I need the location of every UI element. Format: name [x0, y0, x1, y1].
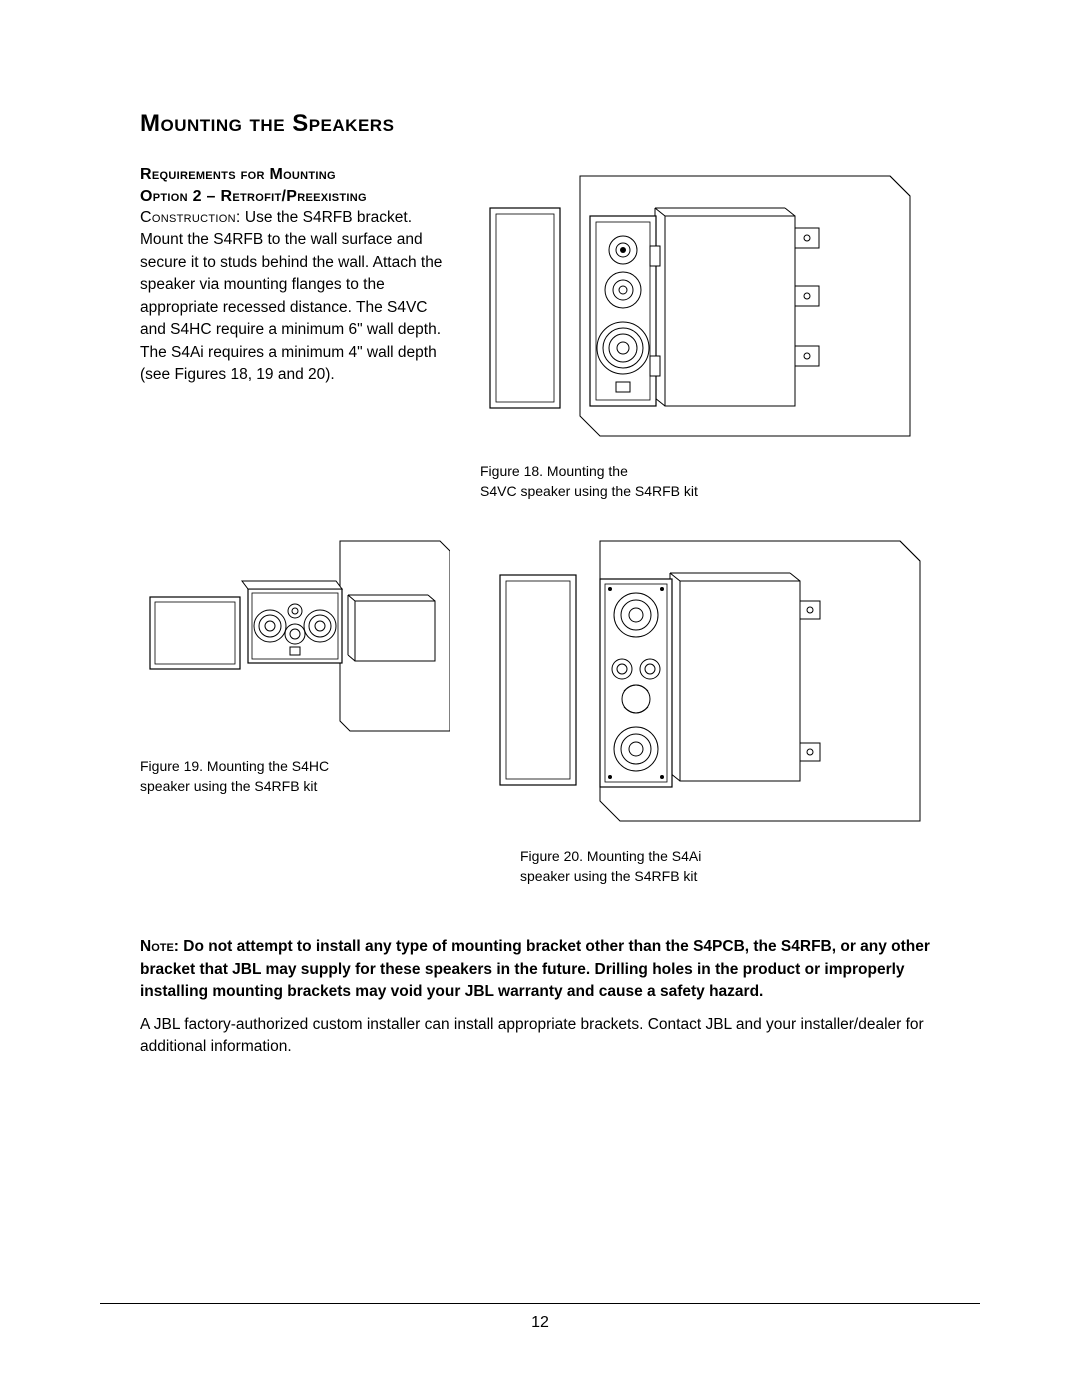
figure-20-svg: [490, 531, 930, 841]
construction-body: Use the S4RFB bracket. Mount the S4RFB t…: [140, 209, 442, 383]
tail-paragraph: A JBL factory-authorized custom installe…: [140, 1014, 940, 1059]
figure-19-caption: Figure 19. Mounting the S4HC speaker usi…: [140, 757, 450, 796]
subheading-requirements: Requirements for Mounting: [140, 166, 450, 184]
footer-rule: [100, 1303, 980, 1304]
section-title: Mounting the Speakers: [140, 110, 940, 138]
figure-19: Figure 19. Mounting the S4HC speaker usi…: [140, 531, 450, 886]
fig20-cap-l2: speaker using the S4RFB kit: [520, 868, 697, 884]
fig19-cap-l1: Figure 19. Mounting the S4HC: [140, 758, 329, 774]
page-number: 12: [0, 1314, 1080, 1332]
figure-20: Figure 20. Mounting the S4Ai speaker usi…: [490, 531, 940, 886]
construction-label: Construction:: [140, 209, 241, 226]
mid-row: Figure 19. Mounting the S4HC speaker usi…: [140, 531, 940, 886]
note-text: Do not attempt to install any type of mo…: [140, 938, 930, 1000]
fig18-cap-l2: S4VC speaker using the S4RFB kit: [480, 483, 698, 499]
subheading-option2: Option 2 – Retrofit/Preexisting: [140, 188, 450, 206]
figure-20-caption: Figure 20. Mounting the S4Ai speaker usi…: [520, 847, 940, 886]
construction-paragraph: Construction: Use the S4RFB bracket. Mou…: [140, 206, 450, 387]
top-row: Requirements for Mounting Option 2 – Ret…: [140, 166, 940, 501]
figure-18-caption: Figure 18. Mounting the S4VC speaker usi…: [480, 462, 940, 501]
note-block: Note: Do not attempt to install any type…: [140, 936, 940, 1003]
fig18-cap-l1: Figure 18. Mounting the: [480, 463, 628, 479]
figure-18-svg: [480, 166, 920, 456]
fig20-cap-l1: Figure 20. Mounting the S4Ai: [520, 848, 701, 864]
note-label: Note:: [140, 938, 179, 955]
requirements-text: Requirements for Mounting Option 2 – Ret…: [140, 166, 450, 501]
figure-19-svg: [140, 531, 450, 751]
figure-18: Figure 18. Mounting the S4VC speaker usi…: [480, 166, 940, 501]
fig19-cap-l2: speaker using the S4RFB kit: [140, 778, 317, 794]
page-content: Mounting the Speakers Requirements for M…: [0, 0, 1080, 1099]
